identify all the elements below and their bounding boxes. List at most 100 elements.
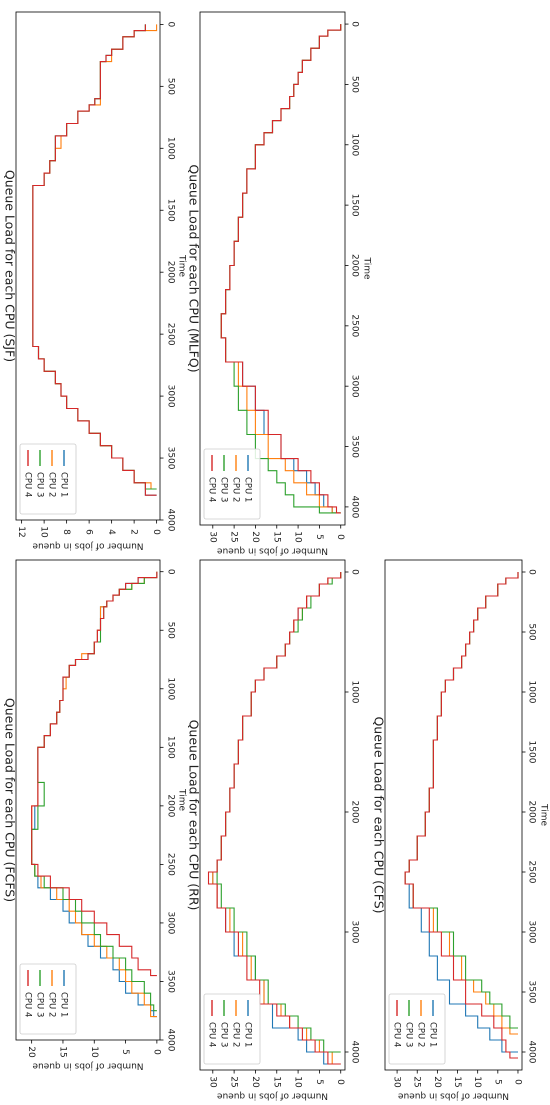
x-tick-label: 1000 (527, 681, 537, 704)
x-tick-label: 4000 (166, 509, 176, 532)
x-tick-label: 4000 (350, 495, 360, 518)
y-axis-label: Number of jobs in queue (32, 541, 144, 551)
x-tick-label: 2000 (350, 801, 360, 824)
y-tick-label: 15 (452, 1076, 462, 1087)
y-axis-label: Number of jobs in queue (217, 1091, 329, 1101)
series-line-mlfq-cpu4 (220, 24, 342, 514)
x-tick-label: 500 (166, 78, 176, 95)
chart-title: Queue Load for each CPU (FCFS) (3, 698, 18, 902)
x-tick-label: 3500 (166, 970, 176, 993)
x-tick-label: 4000 (166, 1029, 176, 1052)
y-tick-label: 0 (151, 1049, 161, 1055)
x-tick-label: 1000 (166, 137, 176, 160)
y-tick-label: 0 (512, 1079, 522, 1085)
y-tick-label: 10 (472, 1076, 482, 1088)
chart-title: Queue Load for each CPU (SJF) (3, 170, 18, 362)
y-tick-label: 4 (106, 529, 116, 535)
y-tick-label: 25 (412, 1076, 422, 1087)
x-tick-label: 1000 (166, 677, 176, 700)
series-line-cfs-cpu2 (404, 572, 519, 1035)
x-axis-label: Time (362, 256, 372, 279)
legend-label: CPU 2 (47, 992, 57, 1017)
x-tick-label: 0 (166, 22, 176, 28)
legend-box (203, 448, 261, 520)
chart-cfs: 0 500 1000 1500 2000 2500 3000 3500 4000 0 5 10 15 20… (372, 559, 549, 1101)
y-tick-label: 20 (250, 531, 260, 543)
y-tick-label: 5 (492, 1079, 502, 1085)
plot-frame (384, 559, 523, 1071)
y-tick-label: 2 (129, 529, 139, 535)
x-tick-label: 500 (527, 623, 537, 640)
chart-sjf: 0 500 1000 1500 2000 2500 3000 3500 4000 0 2 4 6 8 10 1… (3, 11, 187, 551)
series-line-rr-cpu2 (212, 572, 342, 1065)
y-tick-label: 15 (271, 531, 281, 542)
y-tick-label: 0 (335, 1079, 345, 1085)
y-axis-label: Number of jobs in queue (398, 1091, 510, 1101)
x-axis-label: Time (539, 803, 549, 826)
x-tick-label: 0 (350, 569, 360, 575)
x-tick-label: 3000 (527, 921, 537, 944)
series-line-fcfs-cpu1 (31, 571, 158, 1018)
series-line-sjf-cpu2 (32, 24, 158, 490)
legend-label: CPU 3 (219, 477, 229, 502)
legend-label: CPU 4 (207, 1022, 217, 1047)
x-tick-label: 3000 (350, 375, 360, 398)
y-axis-label: Number of jobs in queue (217, 546, 329, 556)
legend-label: CPU 1 (59, 992, 69, 1017)
x-tick-label: 1000 (350, 681, 360, 704)
legend-label: CPU 2 (231, 1022, 241, 1047)
y-tick-label: 30 (392, 1076, 402, 1088)
x-tick-label: 1500 (350, 194, 360, 217)
x-tick-label: 2000 (166, 261, 176, 284)
y-tick-label: 10 (293, 531, 303, 543)
x-axis-label: Time (177, 788, 187, 811)
legend-label: CPU 4 (23, 472, 33, 497)
legend-label: CPU 2 (47, 472, 57, 497)
y-tick-label: 25 (229, 531, 239, 542)
series-line-rr-cpu4 (207, 572, 342, 1065)
series-line-sjf-cpu4 (32, 24, 157, 496)
x-tick-label: 3000 (350, 921, 360, 944)
y-tick-label: 5 (314, 534, 324, 540)
x-tick-label: 4000 (527, 1041, 537, 1064)
chart-mlfq: 0 500 1000 1500 2000 2500 3000 3500 4000 0 5 10 15 20… (187, 11, 372, 556)
x-tick-label: 0 (350, 21, 360, 27)
chart-title: Queue Load for each CPU (RR) (187, 720, 202, 911)
x-tick-label: 2500 (527, 861, 537, 884)
x-tick-label: 2000 (166, 794, 176, 817)
x-tick-label: 1500 (166, 199, 176, 222)
legend-label: CPU 3 (404, 1022, 414, 1047)
x-tick-label: 4000 (350, 1041, 360, 1064)
legend-label: CPU 1 (243, 1022, 253, 1047)
x-tick-label: 2500 (350, 314, 360, 337)
x-tick-label: 2500 (166, 323, 176, 346)
y-tick-label: 15 (57, 1046, 67, 1057)
y-tick-label: 10 (293, 1076, 303, 1088)
y-tick-label: 20 (26, 1046, 36, 1058)
series-line-cfs-cpu4 (404, 572, 519, 1059)
chart-fcfs: 0 500 1000 1500 2000 2500 3000 3500 4000 0 5 10 15 20… (3, 559, 187, 1071)
legend-box (203, 993, 261, 1065)
x-tick-label: 500 (166, 622, 176, 639)
legend-label: CPU 4 (392, 1022, 402, 1047)
y-tick-label: 5 (314, 1079, 324, 1085)
legend-label: CPU 2 (416, 1022, 426, 1047)
legend-label: CPU 3 (35, 992, 45, 1017)
plot-frame (15, 559, 161, 1041)
legend-box (19, 443, 77, 515)
plot-frame (15, 11, 161, 521)
y-tick-label: 0 (335, 534, 345, 540)
legend-label: CPU 3 (35, 472, 45, 497)
x-tick-label: 3000 (166, 385, 176, 408)
series-line-sjf-cpu1 (32, 24, 157, 496)
y-tick-label: 5 (120, 1049, 130, 1055)
legend-label: CPU 3 (219, 1022, 229, 1047)
legend-label: CPU 4 (23, 992, 33, 1017)
plot-frame (199, 11, 346, 526)
x-tick-label: 3500 (527, 981, 537, 1004)
x-axis-label: Time (177, 254, 187, 277)
series-line-fcfs-cpu4 (31, 571, 158, 977)
